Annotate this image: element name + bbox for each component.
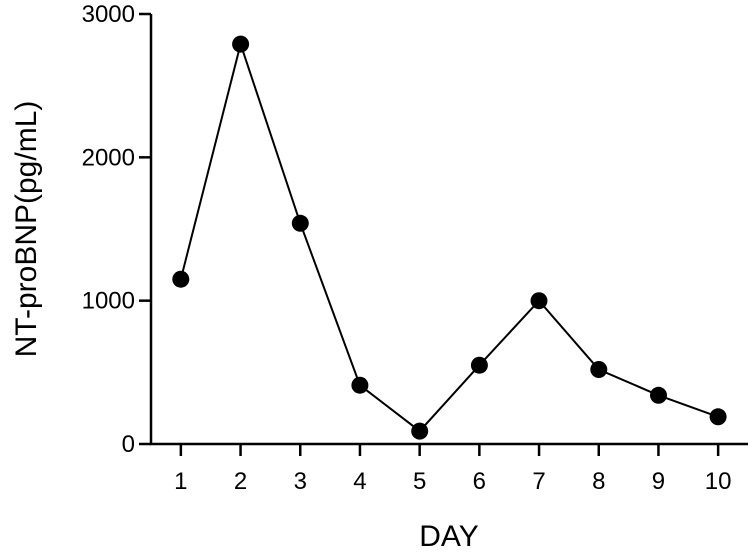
series-polyline xyxy=(179,40,719,433)
x-axis: 1 2 3 4 5 6 7 8 9 10 xyxy=(149,442,748,495)
series-points xyxy=(172,35,727,440)
y-tick-label: 0 xyxy=(122,431,135,458)
x-tick-label: 7 xyxy=(532,468,545,495)
x-tick-label: 3 xyxy=(294,468,307,495)
x-axis-title: DAY xyxy=(419,520,478,553)
data-point xyxy=(650,386,667,404)
data-point xyxy=(590,361,608,378)
series-line xyxy=(179,40,719,433)
data-point xyxy=(470,356,488,374)
x-tick-label: 10 xyxy=(705,468,732,495)
x-ticks: 1 2 3 4 5 6 7 8 9 10 xyxy=(174,444,732,495)
y-axis: 0 1000 2000 3000 xyxy=(82,1,153,458)
data-point xyxy=(709,408,727,426)
data-point xyxy=(411,422,429,440)
x-tick-label: 5 xyxy=(413,468,426,495)
y-tick-label: 2000 xyxy=(82,144,135,171)
data-point xyxy=(232,35,250,53)
data-point xyxy=(172,270,190,288)
data-point xyxy=(291,214,309,232)
x-tick-label: 1 xyxy=(174,468,187,495)
y-ticks: 0 1000 2000 3000 xyxy=(82,1,151,458)
data-point xyxy=(530,292,548,310)
x-tick-label: 6 xyxy=(473,468,486,495)
y-tick-label: 3000 xyxy=(82,1,135,28)
data-point xyxy=(351,376,369,394)
y-axis-title: NT-proBNP(pg/mL) xyxy=(10,101,43,358)
x-tick-label: 8 xyxy=(592,468,605,495)
x-tick-label: 9 xyxy=(652,468,665,495)
y-tick-label: 1000 xyxy=(82,288,135,315)
x-tick-label: 2 xyxy=(234,468,247,495)
x-tick-label: 4 xyxy=(353,468,366,495)
